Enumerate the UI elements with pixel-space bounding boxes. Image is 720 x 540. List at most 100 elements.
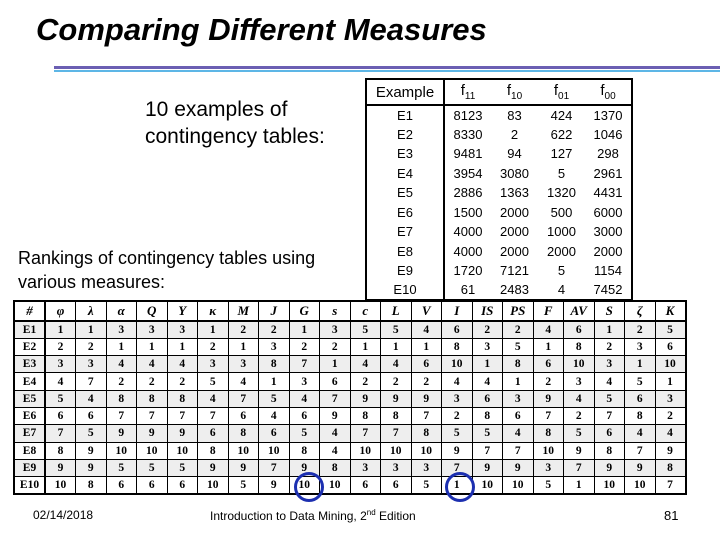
rank-cell: 7 xyxy=(624,441,656,460)
rank-cell: 6 xyxy=(166,476,198,495)
rank-row: E9 9 9 5 5 5 9 9 7 9 8 3 3 3 7 9 9 3 7 9 9 8 xyxy=(13,458,686,478)
rank-cell: 10 xyxy=(471,476,503,495)
rank-cell: 10 xyxy=(532,441,564,460)
rank-cell: 4 xyxy=(502,424,534,443)
rank-cell: 7 xyxy=(166,406,198,426)
footer-page-number: 81 xyxy=(664,508,679,523)
rank-cell: 8 xyxy=(75,476,107,495)
rank-cell: 2 xyxy=(410,372,442,391)
example-id: E1 xyxy=(366,105,445,125)
rank-cell: 9 xyxy=(105,424,137,443)
rank-cell: 4 xyxy=(471,372,503,391)
rank-cell: 9 xyxy=(532,389,564,408)
rank-cell: 6 xyxy=(471,389,503,408)
rank-cell: 10 xyxy=(380,441,412,460)
rank-cell: 8 xyxy=(624,406,656,426)
rank-cell: 8 xyxy=(532,424,564,443)
rank-cell: 4 xyxy=(75,389,107,408)
contingency-row: E8 4000 2000 2000 2000 xyxy=(366,241,632,261)
rank-cell: 2 xyxy=(105,372,137,391)
rank-cell: 1 xyxy=(563,476,595,495)
rank-cell: 10 xyxy=(319,476,351,495)
count-cell: 3080 xyxy=(500,165,529,181)
rank-example-id: E7 xyxy=(13,424,46,443)
contingency-table-body: E1 8123 83 424 1370 E2 8330 2 622 1046 E3 9481 94 127… xyxy=(366,105,632,300)
rank-cell: 8 xyxy=(197,441,229,460)
example-id: E7 xyxy=(366,222,445,242)
rank-cell: 3 xyxy=(105,320,137,339)
rank-cell: 3 xyxy=(441,389,473,408)
rank-cell: 5 xyxy=(624,372,656,391)
rank-cell: 9 xyxy=(75,441,107,460)
contingency-row: E5 2886 1363 1320 4431 xyxy=(366,183,632,203)
count-cell: 500 xyxy=(550,204,573,220)
contingency-header-row: Example f11 f10 f01 f00 xyxy=(366,79,632,106)
rank-cell: 8 xyxy=(227,424,259,443)
rank-cell: 10 xyxy=(441,355,473,374)
rank-cell: 10 xyxy=(654,355,686,374)
measure-header: Q xyxy=(136,300,168,322)
rank-cell: 3 xyxy=(227,355,259,374)
header-f10: f10 xyxy=(491,79,538,106)
rank-cell: 9 xyxy=(624,458,656,478)
contingency-row: E2 8330 2 622 1046 xyxy=(366,124,632,144)
rank-cell: 4 xyxy=(441,372,473,391)
rank-cell: 6 xyxy=(288,406,320,426)
rank-cell: 8 xyxy=(288,441,320,460)
rank-example-id: E4 xyxy=(13,372,46,391)
rank-cell: 7 xyxy=(258,458,290,478)
rank-cell: 9 xyxy=(349,389,381,408)
rank-cell: 10 xyxy=(349,441,381,460)
header-example: Example xyxy=(366,79,445,106)
rank-cell: 2 xyxy=(624,320,656,339)
rank-cell: 6 xyxy=(654,337,686,357)
count-cell: 5 xyxy=(557,263,566,279)
contingency-row: E9 1720 7121 5 1154 xyxy=(366,261,632,281)
rank-cell: 1 xyxy=(166,337,198,357)
rank-cell: 6 xyxy=(136,476,168,495)
rank-cell: 7 xyxy=(471,441,503,460)
rank-cell: 1 xyxy=(258,372,290,391)
rank-cell: 5 xyxy=(75,424,107,443)
rank-cell: 10 xyxy=(44,476,76,495)
rank-cell: 5 xyxy=(410,476,442,495)
rank-row: E4 4 7 2 2 2 5 4 1 3 6 2 2 2 4 4 1 2 3 4 5 1 xyxy=(13,372,686,391)
rank-cell: 7 xyxy=(288,355,320,374)
rank-cell: 3 xyxy=(136,320,168,339)
rank-cell: 5 xyxy=(136,458,168,478)
rank-cell: 10 xyxy=(624,476,656,495)
rank-cell: 7 xyxy=(380,424,412,443)
rank-cell: 7 xyxy=(593,406,625,426)
rank-header-hash: # xyxy=(13,300,46,322)
rank-cell: 3 xyxy=(502,389,534,408)
rank-cell: 3 xyxy=(166,320,198,339)
rank-cell: 3 xyxy=(410,458,442,478)
rank-cell: 10 xyxy=(410,441,442,460)
rank-cell: 3 xyxy=(258,337,290,357)
rank-cell: 5 xyxy=(502,337,534,357)
rank-cell: 4 xyxy=(410,320,442,339)
rank-cell: 8 xyxy=(410,424,442,443)
rank-cell: 2 xyxy=(319,337,351,357)
count-cell: 3000 xyxy=(593,224,623,240)
rank-cell: 2 xyxy=(471,320,503,339)
count-cell: 5 xyxy=(557,165,566,181)
rank-cell: 7 xyxy=(227,389,259,408)
footer-date: 02/14/2018 xyxy=(33,508,94,522)
rank-row: E3 3 3 4 4 4 3 3 8 7 1 4 4 6 10 1 8 6 10 3 1 10 xyxy=(13,355,686,374)
rank-cell: 1 xyxy=(471,355,503,374)
count-cell: 4000 xyxy=(453,224,483,240)
rank-cell: 9 xyxy=(44,458,76,478)
rank-row: E2 2 2 1 1 1 2 1 3 2 2 1 1 1 8 3 5 1 8 2 3 6 xyxy=(13,337,686,357)
rank-cell: 8 xyxy=(563,337,595,357)
measure-header: AV xyxy=(563,300,595,322)
count-cell: 1370 xyxy=(593,107,623,123)
rank-cell: 6 xyxy=(258,424,290,443)
rank-cell: 3 xyxy=(75,355,107,374)
rank-cell: 6 xyxy=(75,406,107,426)
rank-cell: 8 xyxy=(166,389,198,408)
example-id: E3 xyxy=(366,144,445,164)
rank-cell: 3 xyxy=(654,389,686,408)
measure-header: PS xyxy=(502,300,534,322)
rank-cell: 3 xyxy=(624,337,656,357)
